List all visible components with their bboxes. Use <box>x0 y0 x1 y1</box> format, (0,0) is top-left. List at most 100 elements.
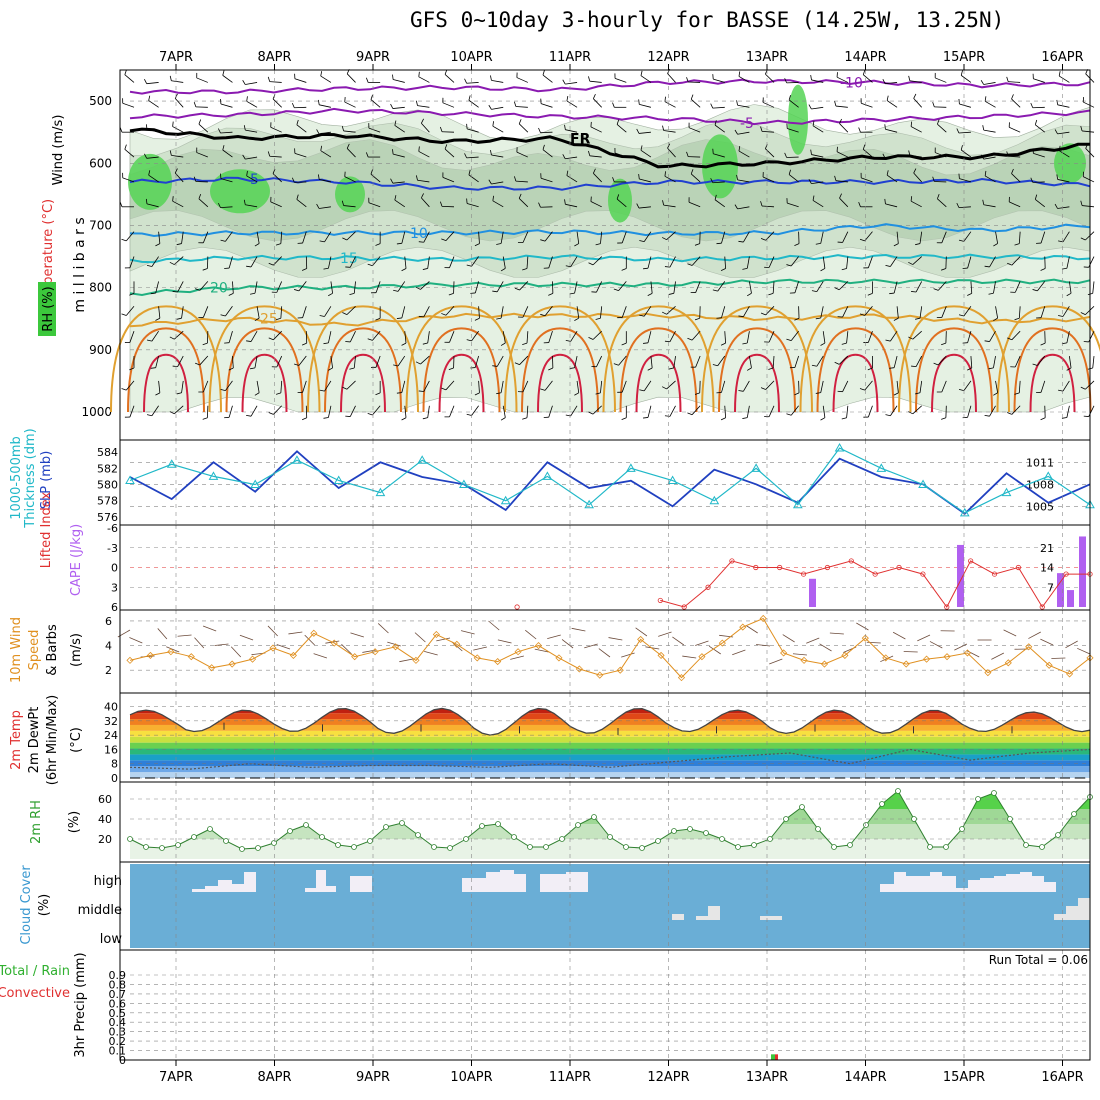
wind10-speed-marker <box>473 654 481 662</box>
wind-barb <box>478 231 480 244</box>
wind-barb <box>492 125 504 133</box>
wind-barb <box>861 177 873 183</box>
wind-barb <box>712 106 725 109</box>
wind-barb-flag <box>319 389 325 392</box>
rh2m-group: 60 40 20 2m RH (%) <box>29 788 1093 859</box>
wind-barb <box>885 156 898 159</box>
lifted-marker <box>729 558 735 564</box>
wind-barb-flag <box>328 292 333 297</box>
wind-barb <box>737 131 750 135</box>
precip-tick: 0.5 <box>109 1007 127 1020</box>
wind-barb <box>1066 331 1070 343</box>
wind-barb-flag <box>394 120 397 126</box>
wind-barb <box>232 281 234 294</box>
wind-barb-flag <box>592 93 596 99</box>
warm-isotherm-arc <box>241 353 288 413</box>
wind-barb-flag <box>621 268 627 271</box>
wind10-barb <box>451 641 463 652</box>
wind-barb-flag <box>569 367 575 369</box>
rh2m-marker <box>943 844 949 850</box>
rh2m-marker <box>1039 844 1045 850</box>
wind-barb-flag <box>1030 177 1034 183</box>
wind-barb-flag <box>858 127 861 133</box>
wind-barb <box>618 355 627 366</box>
wind-barb <box>565 156 578 160</box>
wind-barb <box>330 355 333 368</box>
wind-barb-flag <box>1058 145 1061 151</box>
wind-barb-flag <box>1032 289 1038 292</box>
wind-barb-flag <box>464 78 468 84</box>
wind-barb-flag <box>496 392 502 395</box>
wind-barb <box>667 73 676 83</box>
wind10-speed-marker <box>984 669 992 677</box>
wind10-speed-marker <box>943 653 951 661</box>
wind-barb-flag <box>254 317 260 322</box>
wind-barb-flag <box>169 75 172 81</box>
wind-barb-flag <box>514 176 517 182</box>
wind-barb-flag <box>124 69 127 75</box>
wind-barb <box>724 405 727 418</box>
wind-barb <box>886 174 898 183</box>
wind-barb-flag <box>1030 102 1034 108</box>
wind-barb <box>298 355 307 366</box>
wind-barb <box>491 154 504 158</box>
wind-barb <box>202 231 209 243</box>
cloud-mid-block <box>672 914 684 920</box>
wind-barb <box>129 331 135 343</box>
wind-barb <box>294 78 307 83</box>
wind10-speed-marker <box>1066 670 1074 678</box>
wind-barb-flag <box>275 392 281 395</box>
pressure-tick: 700 <box>89 218 112 232</box>
wind-barb <box>618 281 627 291</box>
wind10-barb <box>177 634 192 637</box>
isotherm-15 <box>129 253 1091 264</box>
warm-isotherm-arc <box>324 327 402 413</box>
wind-barb-flag <box>662 125 665 131</box>
wind10-speed-marker <box>1004 659 1012 667</box>
rh2m-marker <box>127 836 133 842</box>
wind-barb <box>468 99 479 108</box>
isotherm-label: -5 <box>740 116 754 132</box>
wind10-barb <box>682 655 697 659</box>
wind-barb-flag <box>474 317 480 321</box>
date-label-top: 16APR <box>1041 50 1083 65</box>
wind10-barb <box>917 634 931 642</box>
wind-barb <box>519 281 529 291</box>
date-label-top: 15APR <box>943 50 985 65</box>
wind-barb-flag <box>913 93 917 99</box>
lifted-index-label: Lifted Index <box>39 491 54 568</box>
wind-barb-flag <box>643 267 649 270</box>
wind-barb <box>713 153 725 158</box>
wind10-speed-marker <box>739 623 747 631</box>
wind-barb <box>417 179 430 183</box>
wind-barb <box>663 130 676 133</box>
wind10-speed-marker <box>861 634 869 642</box>
wind-barb-flag <box>294 289 300 292</box>
wind-barb-flag <box>886 95 889 101</box>
wind-barb <box>246 175 258 183</box>
wind-barb <box>394 199 405 208</box>
wind-barb <box>404 405 407 418</box>
wind-barb-flag <box>643 342 649 344</box>
wind-barb <box>643 231 652 242</box>
wind-barb-flag <box>466 264 472 267</box>
rh2m-marker <box>751 842 757 848</box>
wind10-speed-marker <box>575 665 583 673</box>
wind-barb <box>960 149 972 158</box>
rh2m-marker <box>335 842 341 848</box>
wind-barb-flag <box>1040 417 1046 421</box>
slp-tick: 1008 <box>1026 478 1054 491</box>
cape-bar <box>1079 536 1086 607</box>
wind-barb-flag <box>1011 94 1014 100</box>
wind-barb <box>691 405 701 415</box>
wind-barb <box>937 281 947 291</box>
warm-isotherm-arc <box>422 327 501 413</box>
wind-barb <box>919 231 923 244</box>
wind-barb-flag <box>794 392 800 396</box>
precip-tick: 0.8 <box>109 978 127 991</box>
wind-barb-flag <box>202 342 208 346</box>
wind-barb <box>919 306 923 319</box>
wind-barb <box>639 104 652 108</box>
wind10-barb <box>399 658 414 663</box>
wind10-barb <box>214 643 229 646</box>
